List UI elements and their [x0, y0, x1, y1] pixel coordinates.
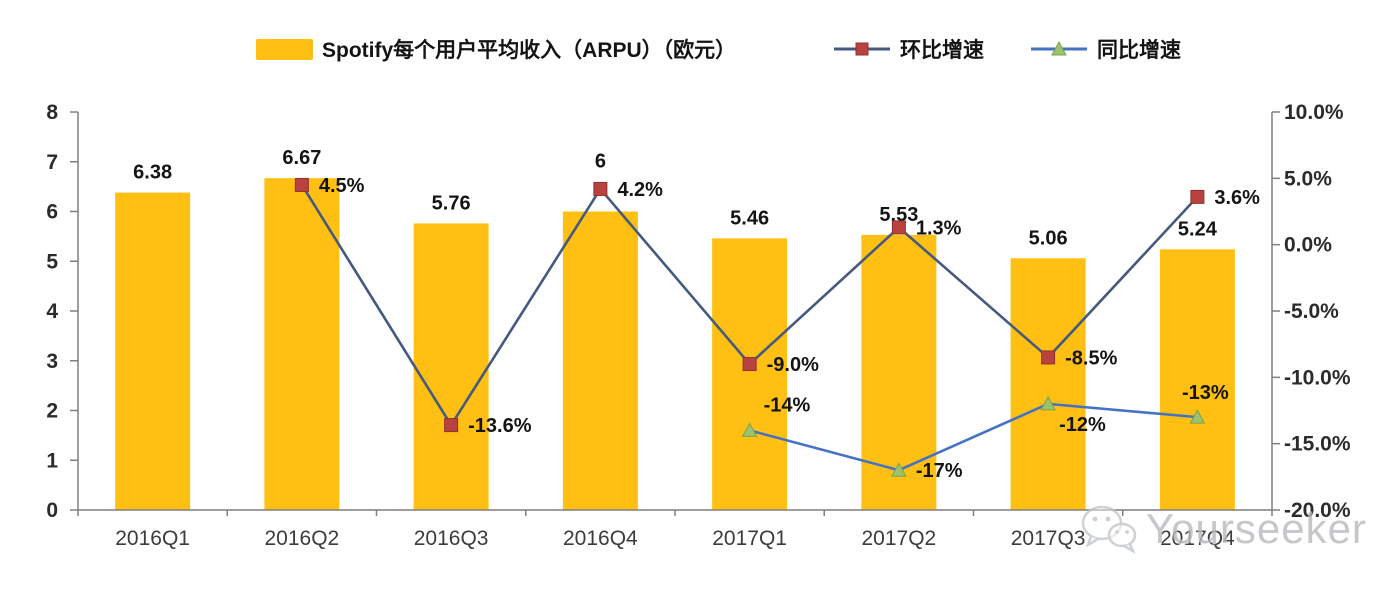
qoq-square-marker-icon [444, 418, 459, 433]
yoy-value-label: -13% [1182, 382, 1229, 404]
yoy-triangle-marker-icon [891, 462, 907, 477]
qoq-value-label: -8.5% [1065, 347, 1117, 369]
qoq-legend-label: 环比增速 [900, 39, 984, 62]
left-axis-tick-label: 1 [46, 449, 58, 472]
qoq-value-label: 3.6% [1214, 187, 1260, 209]
arpu-bar-value-label: 6.67 [282, 147, 321, 169]
yoy-line-swatch [1031, 40, 1087, 56]
left-axis-tick-label: 2 [46, 400, 58, 423]
arpu-bar [1159, 249, 1235, 510]
legend-item-qoq: 环比增速 [833, 36, 984, 62]
qoq-square-marker-icon [1190, 189, 1205, 204]
right-axis-tick-label: -15.0% [1284, 433, 1351, 456]
qoq-legend-square-marker-icon [855, 42, 869, 56]
qoq-square-marker-icon [593, 181, 608, 196]
legend-item-yoy: 同比增速 [1030, 36, 1181, 62]
qoq-value-label: 4.2% [617, 179, 663, 201]
x-axis-category-label: 2016Q2 [265, 527, 340, 550]
qoq-value-label: -13.6% [468, 415, 532, 437]
arpu-bar-value-label: 5.06 [1029, 227, 1068, 249]
yoy-legend-label: 同比增速 [1097, 39, 1181, 62]
qoq-square-marker-icon [1041, 350, 1056, 365]
x-axis-category-label: 2016Q4 [563, 527, 638, 550]
yoy-triangle-marker-icon [1040, 395, 1056, 411]
yoy-value-label: -17% [916, 460, 963, 482]
right-axis-tick-label: 10.0% [1284, 101, 1344, 124]
qoq-square-marker-icon [294, 177, 309, 192]
x-axis-category-label: 2017Q2 [862, 527, 937, 550]
yoy-value-label: -14% [764, 394, 811, 416]
yoy-triangle-marker-icon [741, 422, 758, 437]
left-axis-tick-label: 0 [46, 499, 58, 522]
arpu-bar-value-label: 5.53 [879, 204, 918, 226]
right-axis-tick-label: -5.0% [1284, 300, 1339, 323]
chart-legend: Spotify每个用户平均收入（ARPU）（欧元） 环比增速 同比增速 [0, 0, 1399, 70]
left-axis-tick-label: 8 [46, 101, 58, 124]
arpu-bar-value-label: 6 [595, 151, 606, 173]
arpu-bar [1010, 258, 1086, 510]
right-axis-tick-label: -20.0% [1284, 499, 1351, 522]
arpu-bar-value-label: 5.76 [432, 192, 471, 214]
right-axis-tick-label: 0.0% [1284, 234, 1332, 257]
left-axis-tick-label: 7 [46, 151, 58, 174]
arpu-bar [115, 192, 191, 510]
left-axis-tick-label: 5 [46, 250, 58, 273]
arpu-bar [562, 211, 638, 510]
x-axis-category-label: 2017Q3 [1011, 527, 1086, 550]
qoq-value-label: 1.3% [916, 217, 962, 239]
qoq-value-label: -9.0% [767, 354, 819, 376]
qoq-value-label: 4.5% [319, 175, 365, 197]
yoy-legend-triangle-marker-icon [1051, 40, 1067, 56]
arpu-bar-swatch [256, 38, 313, 60]
x-axis-category-label: 2016Q1 [115, 527, 190, 550]
arpu-bar-value-label: 6.38 [133, 162, 172, 184]
qoq-line-swatch [834, 42, 890, 56]
arpu-bar [413, 223, 489, 510]
yoy-triangle-marker-icon [1189, 409, 1206, 424]
yoy-line [748, 402, 1199, 472]
left-axis-tick-label: 3 [46, 350, 58, 373]
arpu-bar [712, 238, 788, 511]
qoq-square-marker-icon [742, 357, 757, 372]
right-axis-tick-label: -10.0% [1284, 366, 1351, 389]
left-axis-tick-label: 6 [46, 201, 58, 224]
arpu-bar [264, 178, 340, 511]
yoy-value-label: -12% [1059, 414, 1106, 436]
qoq-square-marker-icon [891, 220, 906, 235]
arpu-bar-value-label: 5.46 [730, 207, 769, 229]
arpu-bar-value-label: 5.24 [1178, 218, 1218, 240]
x-axis-category-label: 2016Q3 [414, 527, 489, 550]
left-axis-tick-label: 4 [46, 300, 58, 323]
arpu-legend-label: Spotify每个用户平均收入（ARPU）（欧元） [322, 39, 737, 62]
legend-item-arpu: Spotify每个用户平均收入（ARPU）（欧元） [256, 36, 736, 62]
right-axis-tick-label: 5.0% [1284, 167, 1332, 190]
x-axis-category-label: 2017Q4 [1160, 527, 1235, 550]
x-axis-category-label: 2017Q1 [712, 527, 787, 550]
